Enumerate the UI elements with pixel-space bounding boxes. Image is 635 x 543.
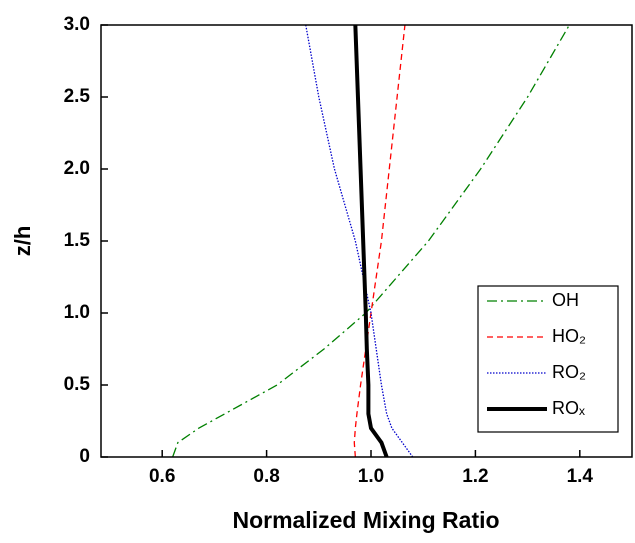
- series-line: [172, 25, 570, 457]
- plot-frame: [100, 24, 633, 458]
- x-tick-label: 1.0: [358, 466, 384, 487]
- y-tick-label: 0: [79, 446, 90, 467]
- y-tick-label: 1.5: [64, 230, 91, 251]
- legend-label: ROₓ: [552, 398, 585, 418]
- y-axis-label: z/h: [10, 226, 35, 257]
- series-line: [353, 25, 389, 457]
- y-tick-label: 3.0: [64, 14, 90, 35]
- legend-label: HO₂: [552, 326, 586, 346]
- x-tick-label: 1.4: [567, 466, 594, 487]
- y-tick-label: 1.0: [64, 302, 90, 323]
- x-tick-label: 0.8: [253, 466, 279, 487]
- legend-label: RO₂: [552, 362, 586, 382]
- y-tick-label: 0.5: [64, 374, 91, 395]
- x-axis-label: Normalized Mixing Ratio: [232, 507, 499, 533]
- legend-label: OH: [552, 290, 579, 310]
- x-tick-label: 0.6: [149, 466, 175, 487]
- series-line: [353, 25, 406, 457]
- y-tick-label: 2.5: [64, 86, 91, 107]
- y-tick-label: 2.0: [64, 158, 90, 179]
- x-tick-label: 1.2: [462, 466, 488, 487]
